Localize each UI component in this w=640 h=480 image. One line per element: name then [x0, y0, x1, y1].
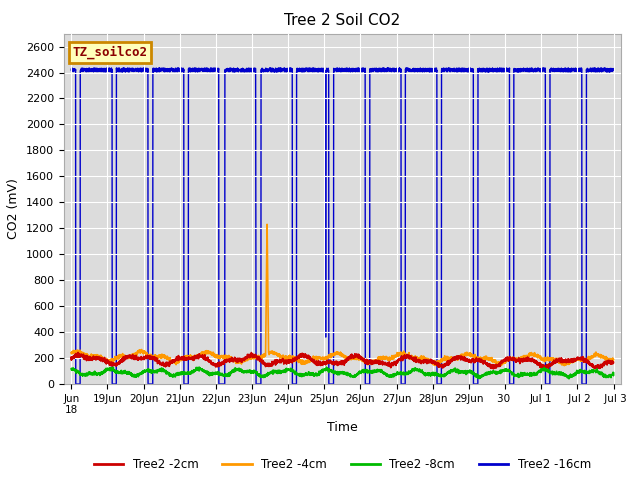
Text: TZ_soilco2: TZ_soilco2 — [72, 46, 147, 59]
Title: Tree 2 Soil CO2: Tree 2 Soil CO2 — [284, 13, 401, 28]
Legend: Tree2 -2cm, Tree2 -4cm, Tree2 -8cm, Tree2 -16cm: Tree2 -2cm, Tree2 -4cm, Tree2 -8cm, Tree… — [89, 454, 596, 476]
X-axis label: Time: Time — [327, 421, 358, 434]
Y-axis label: CO2 (mV): CO2 (mV) — [8, 179, 20, 239]
